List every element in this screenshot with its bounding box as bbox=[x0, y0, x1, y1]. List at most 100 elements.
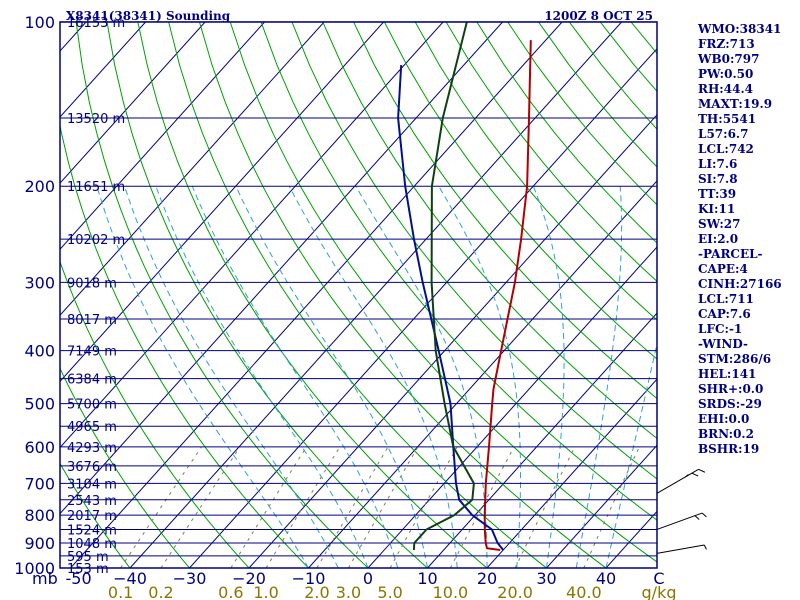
temperature-tick-label: −20 bbox=[232, 569, 266, 588]
pressure-tick-label: 900 bbox=[24, 534, 55, 553]
index-entry: TT:39 bbox=[698, 187, 737, 201]
wind-barb-flag bbox=[691, 472, 699, 477]
height-label: 153 m bbox=[67, 562, 109, 577]
chart-title-station: X8341(38341) Sounding bbox=[66, 9, 231, 23]
height-label: 4293 m bbox=[67, 441, 117, 456]
wind-barb-flag bbox=[701, 512, 707, 518]
pressure-tick-label: 200 bbox=[24, 177, 55, 196]
wind-barb-flag bbox=[698, 468, 706, 473]
height-label: 2017 m bbox=[67, 509, 117, 524]
wind-barb-flag bbox=[703, 544, 707, 550]
index-entry: STM:286/6 bbox=[698, 352, 772, 366]
isotherm-line bbox=[60, 22, 325, 317]
wind-barb-staff bbox=[656, 468, 699, 494]
mixing-ratio-line bbox=[316, 446, 389, 568]
pressure-tick-label: 400 bbox=[24, 342, 55, 361]
mixing-ratio-line bbox=[230, 446, 307, 568]
isotherm-line bbox=[60, 22, 206, 184]
index-panel: WMO:38341 FRZ:713 WB0:797 PW:0.50 RH:44.4 MAX… bbox=[698, 22, 798, 457]
chart-title-time: 1200Z 8 OCT 25 bbox=[544, 9, 653, 23]
index-entry: MAXT:19.9 bbox=[698, 97, 773, 111]
pressure-tick-label: 500 bbox=[24, 395, 55, 414]
temperature-tick-label: 0 bbox=[363, 569, 373, 588]
index-entry: WMO:38341 bbox=[698, 22, 782, 36]
index-entry: FRZ:713 bbox=[698, 37, 755, 51]
height-label: 8017 m bbox=[67, 313, 117, 328]
temperature-tick-label: −30 bbox=[173, 569, 207, 588]
temperature-tick-label: 30 bbox=[536, 569, 556, 588]
index-entry: HEL:141 bbox=[698, 367, 757, 381]
pressure-tick-label: 300 bbox=[24, 273, 55, 292]
index-entry: L57:6.7 bbox=[698, 127, 749, 141]
index-entry: SRDS:-29 bbox=[698, 397, 762, 411]
pressure-tick-label: 800 bbox=[24, 506, 55, 525]
moist-adiabat-line bbox=[235, 185, 428, 568]
wind-barb bbox=[656, 512, 707, 530]
mixing-ratio-label: 2.0 bbox=[304, 583, 329, 600]
mixing-ratio-line bbox=[449, 446, 515, 568]
isotherm-line bbox=[60, 22, 146, 118]
mixing-ratio-label: 0.1 bbox=[108, 583, 133, 600]
index-entry: SI:7.8 bbox=[698, 172, 738, 186]
index-entry: BRN:0.2 bbox=[698, 427, 754, 441]
height-label: 6384 m bbox=[67, 373, 117, 388]
index-entry: BSHR:19 bbox=[698, 442, 760, 456]
temperature-tick-label: 20 bbox=[477, 569, 497, 588]
index-entry: LFC:-1 bbox=[698, 322, 743, 336]
isotherm-line bbox=[60, 22, 265, 250]
index-entry: CAPE:4 bbox=[698, 262, 748, 276]
temperature-line bbox=[397, 65, 504, 551]
height-label: 1524 m bbox=[67, 523, 117, 538]
isotherm-line bbox=[367, 246, 657, 568]
isotherm-line bbox=[60, 22, 503, 515]
isotherm-line bbox=[70, 22, 563, 568]
isotherm-line bbox=[60, 22, 444, 449]
index-entry: TH:5541 bbox=[698, 112, 757, 126]
height-label: 7149 m bbox=[67, 345, 117, 360]
index-entry: WB0:797 bbox=[698, 52, 760, 66]
mixing-ratio-line bbox=[160, 446, 241, 568]
isotherm-line bbox=[60, 22, 384, 383]
mixing-ratio-label: 1.0 bbox=[253, 583, 278, 600]
wind-barb-staff bbox=[656, 512, 703, 530]
height-label: 595 m bbox=[67, 550, 109, 565]
parcel-path-line bbox=[483, 40, 532, 551]
height-label: 13520 m bbox=[67, 112, 125, 127]
wind-barb-flag bbox=[694, 515, 700, 520]
isotherm-line bbox=[427, 312, 657, 568]
pressure-tick-label: 1000 bbox=[14, 559, 55, 578]
index-entry: -WIND- bbox=[698, 337, 748, 351]
index-entry: SW:27 bbox=[698, 217, 741, 231]
index-entry: SHR+:0.0 bbox=[698, 382, 764, 396]
height-label: 16153 m bbox=[67, 16, 125, 31]
pressure-tick-label: 600 bbox=[24, 438, 55, 457]
moist-adiabat-line bbox=[155, 186, 369, 568]
mixing-ratio-label: 3.0 bbox=[336, 583, 361, 600]
height-label: 2543 m bbox=[67, 494, 117, 509]
temperature-tick-label: 40 bbox=[596, 569, 616, 588]
index-entry: RH:44.4 bbox=[698, 82, 753, 96]
height-label: 5700 m bbox=[67, 398, 117, 413]
height-label: 9018 m bbox=[67, 276, 117, 291]
mixing-ratio-label: 20.0 bbox=[497, 583, 533, 600]
temperature-tick-label: −40 bbox=[113, 569, 147, 588]
isotherm-line bbox=[308, 180, 657, 568]
mixing-ratio-line bbox=[348, 446, 419, 568]
x-axis-unit-label: mb bbox=[32, 569, 58, 588]
mixing-ratio-label: 5.0 bbox=[377, 583, 402, 600]
mixing-ratio-line bbox=[265, 446, 341, 568]
dewpoint-line bbox=[412, 22, 475, 551]
wind-barb-flag bbox=[684, 474, 689, 478]
index-entry: LCL:742 bbox=[698, 142, 754, 156]
mixing-ratio-label: 40.0 bbox=[566, 583, 602, 600]
mixing-ratio-label: 0.2 bbox=[148, 583, 173, 600]
isotherm-line bbox=[546, 444, 657, 568]
index-entry: LI:7.6 bbox=[698, 157, 738, 171]
temperature-tick-label: −10 bbox=[292, 569, 326, 588]
height-label: 10202 m bbox=[67, 233, 125, 248]
height-label: 3676 m bbox=[67, 460, 117, 475]
height-label: 1048 m bbox=[67, 537, 117, 552]
wind-barb bbox=[656, 468, 706, 494]
wind-barb bbox=[656, 544, 707, 554]
